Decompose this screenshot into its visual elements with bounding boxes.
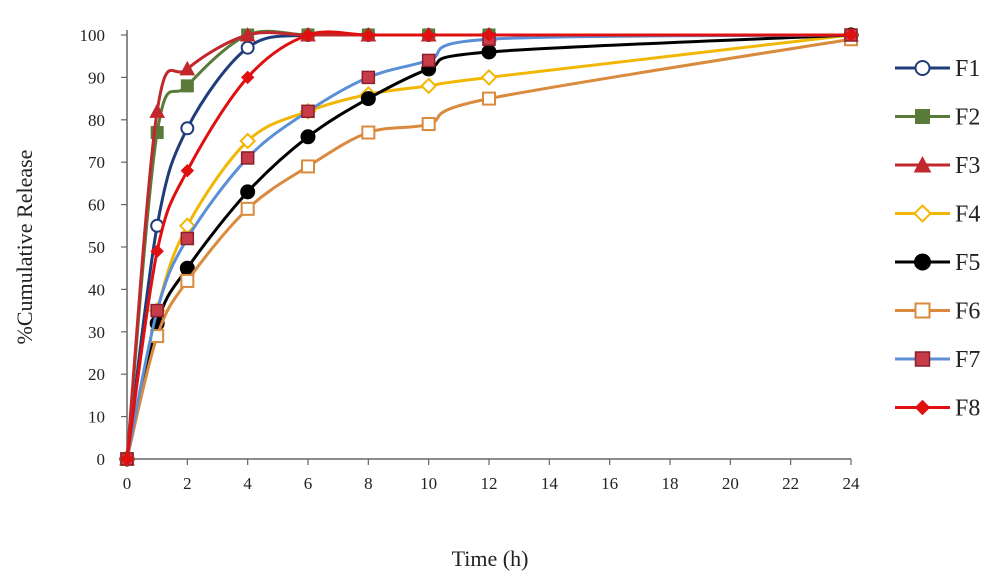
- y-tick-label: 10: [88, 408, 105, 427]
- legend-label: F8: [955, 396, 980, 422]
- data-point: [482, 91, 496, 106]
- data-point: [913, 204, 932, 223]
- data-point: [150, 303, 164, 318]
- data-point: [361, 125, 376, 140]
- x-axis-label: Time (h): [452, 546, 529, 571]
- data-point: [240, 151, 255, 165]
- legend-label: F3: [955, 153, 980, 179]
- data-point: [301, 104, 315, 119]
- data-point: [914, 60, 931, 76]
- legend-item-f2: F2: [895, 105, 980, 131]
- data-point: [240, 40, 255, 55]
- x-tick-label: 24: [843, 474, 861, 493]
- y-tick-label: 70: [88, 153, 105, 172]
- data-point: [420, 77, 438, 95]
- x-tick-label: 18: [662, 474, 679, 493]
- legend-item-f1: F1: [895, 56, 980, 82]
- data-point: [421, 53, 436, 68]
- y-tick-label: 60: [88, 196, 105, 215]
- data-point: [301, 28, 315, 42]
- legend-label: F6: [955, 299, 980, 325]
- data-point: [120, 452, 134, 466]
- data-point: [844, 28, 858, 42]
- legend-label: F7: [955, 347, 980, 373]
- legend: F1 F2 F3 F4 F5 F6 F7 F8: [895, 56, 980, 422]
- legend-label: F4: [955, 202, 980, 228]
- series-line: [125, 33, 852, 460]
- series-line: [125, 37, 852, 460]
- data-point: [421, 117, 436, 132]
- legend-label: F5: [955, 250, 980, 276]
- x-tick-label: 20: [722, 474, 739, 493]
- data-point: [179, 60, 196, 76]
- legend-label: F2: [955, 105, 980, 131]
- data-point: [239, 26, 256, 42]
- data-point: [240, 201, 255, 216]
- x-tick-label: 8: [364, 474, 373, 493]
- x-tick-label: 14: [541, 474, 559, 493]
- data-point: [361, 28, 376, 42]
- data-point: [180, 79, 194, 93]
- y-axis-label: %Cumulative Release: [12, 150, 37, 345]
- data-point: [481, 44, 497, 60]
- data-point: [150, 244, 164, 258]
- legend-label: F1: [955, 56, 980, 82]
- legend-item-f3: F3: [895, 153, 980, 179]
- data-point: [180, 273, 195, 288]
- y-tick-label: 50: [88, 238, 105, 257]
- data-point: [180, 231, 195, 246]
- data-point: [914, 253, 931, 271]
- series-line: [125, 33, 852, 460]
- x-tick-label: 6: [304, 474, 313, 493]
- x-tick-labels: 0 2 4 6 8 10 12 14 16 18 20 22 24: [123, 459, 860, 493]
- data-point: [239, 132, 257, 150]
- data-point: [149, 103, 166, 118]
- x-tick-label: 12: [481, 474, 498, 493]
- y-tick-label: 30: [88, 323, 105, 342]
- x-tick-label: 22: [782, 474, 799, 493]
- series-f8: [120, 28, 858, 466]
- data-point: [180, 121, 195, 136]
- data-point: [301, 159, 315, 174]
- y-tick-label: 90: [88, 68, 105, 87]
- data-point: [914, 351, 931, 367]
- data-point: [240, 70, 255, 85]
- x-tick-label: 0: [123, 474, 132, 493]
- data-point: [914, 302, 931, 319]
- plot-area: [118, 26, 860, 468]
- data-point: [482, 28, 496, 42]
- data-point: [360, 91, 376, 107]
- x-tick-label: 4: [243, 474, 252, 493]
- legend-item-f6: F6: [895, 299, 980, 325]
- legend-item-f7: F7: [895, 347, 980, 373]
- y-tick-label: 40: [88, 280, 105, 299]
- y-tick-label: 100: [80, 26, 106, 45]
- legend-item-f4: F4: [895, 202, 980, 228]
- x-tick-label: 10: [420, 474, 437, 493]
- x-tick-label: 2: [183, 474, 192, 493]
- data-point: [180, 163, 195, 178]
- series-f6: [120, 32, 858, 466]
- data-point: [914, 399, 931, 416]
- data-point: [240, 184, 256, 200]
- y-tick-label: 0: [97, 450, 106, 469]
- data-point: [913, 155, 932, 173]
- data-point: [915, 109, 930, 124]
- legend-item-f5: F5: [895, 250, 980, 276]
- y-tick-labels: 0 10 20 30 40 50 60 70 80 90 100: [80, 26, 127, 469]
- data-point: [421, 28, 436, 42]
- data-point: [300, 129, 316, 145]
- y-tick-label: 80: [88, 111, 105, 130]
- data-point: [480, 68, 498, 86]
- y-tick-label: 20: [88, 365, 105, 384]
- legend-item-f8: F8: [895, 396, 980, 422]
- data-point: [361, 70, 376, 85]
- x-tick-label: 16: [601, 474, 618, 493]
